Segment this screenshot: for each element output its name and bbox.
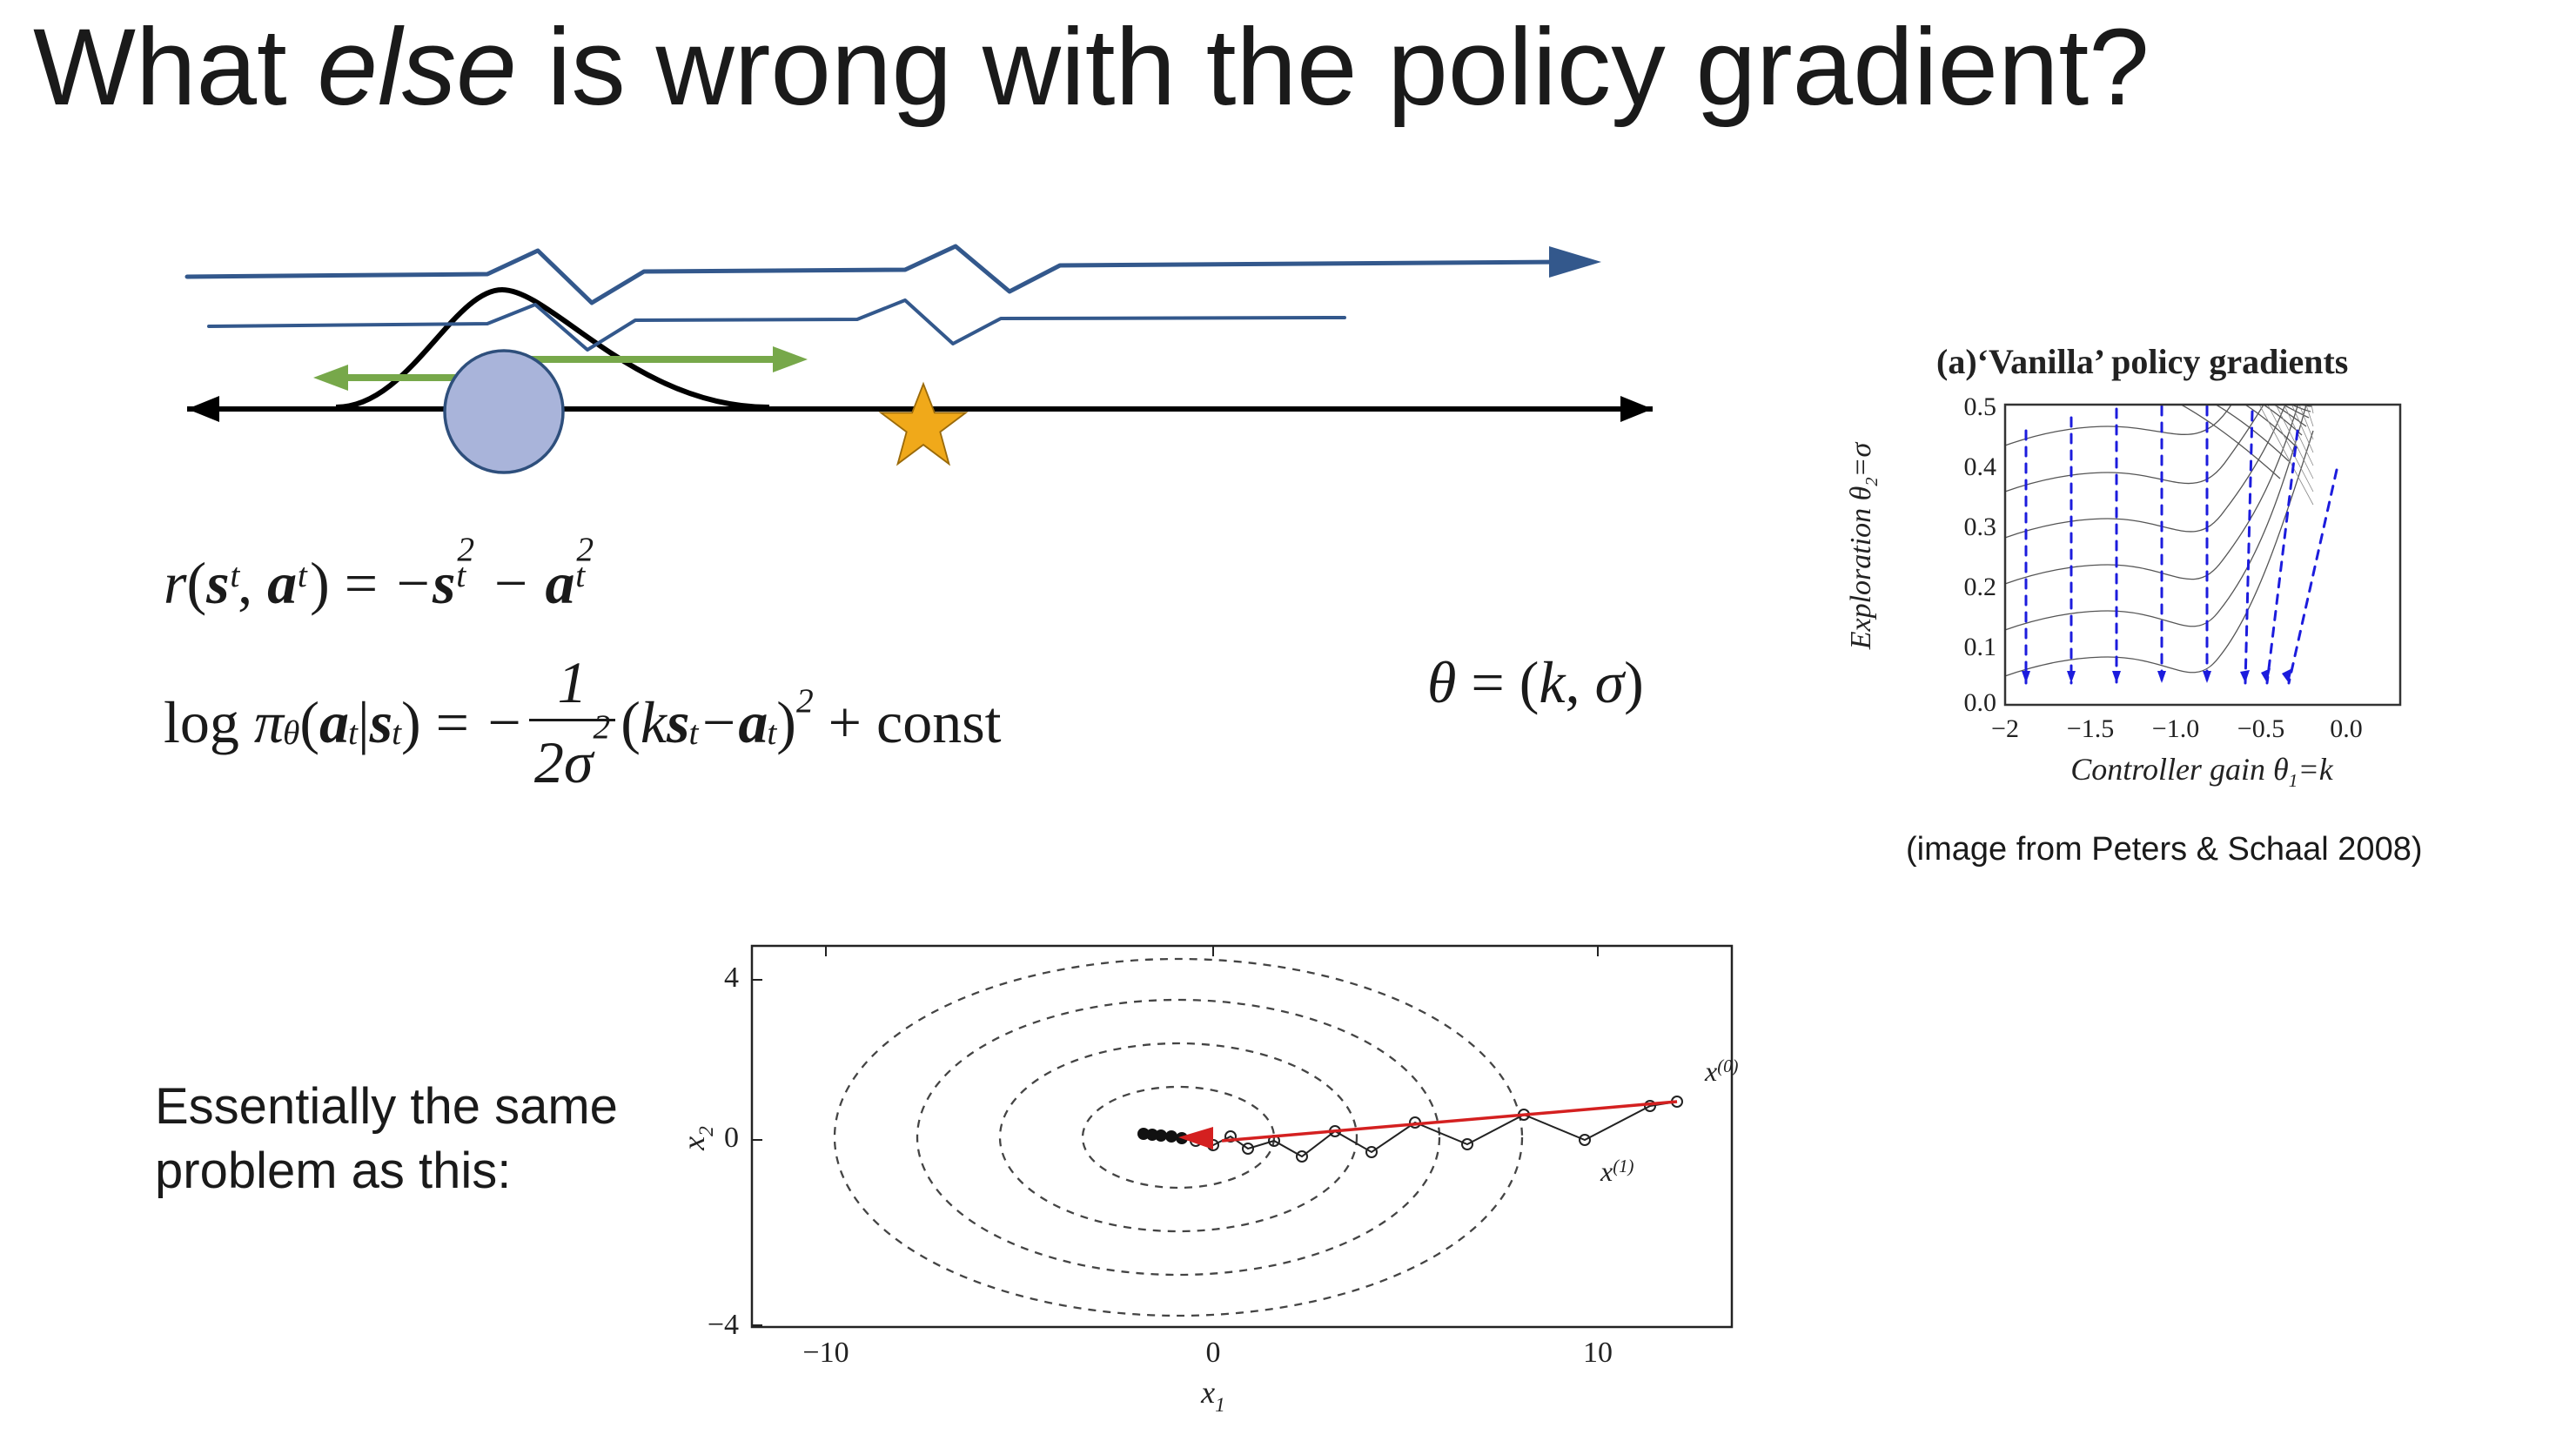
svg-text:0.1: 0.1	[1964, 633, 1997, 661]
svg-text:0.5: 0.5	[1964, 396, 1997, 421]
svg-text:0.4: 0.4	[1964, 452, 1997, 481]
svg-text:10: 10	[1583, 1337, 1613, 1369]
svg-text:0.2: 0.2	[1964, 573, 1997, 601]
svg-text:−0.5: −0.5	[2237, 714, 2284, 743]
svg-text:0.0: 0.0	[1964, 688, 1997, 717]
svg-text:x(1): x(1)	[1600, 1156, 1634, 1187]
svg-text:0: 0	[724, 1122, 739, 1154]
svg-text:−1.5: −1.5	[2067, 714, 2114, 743]
svg-text:−10: −10	[802, 1337, 849, 1369]
svg-text:0.3: 0.3	[1964, 513, 1997, 541]
svg-text:0.0: 0.0	[2330, 714, 2363, 743]
svg-text:−2: −2	[1991, 714, 2019, 743]
svg-text:4: 4	[724, 962, 739, 994]
svg-text:−1.0: −1.0	[2152, 714, 2199, 743]
svg-text:−4: −4	[708, 1309, 739, 1341]
svg-text:0: 0	[1206, 1337, 1221, 1369]
